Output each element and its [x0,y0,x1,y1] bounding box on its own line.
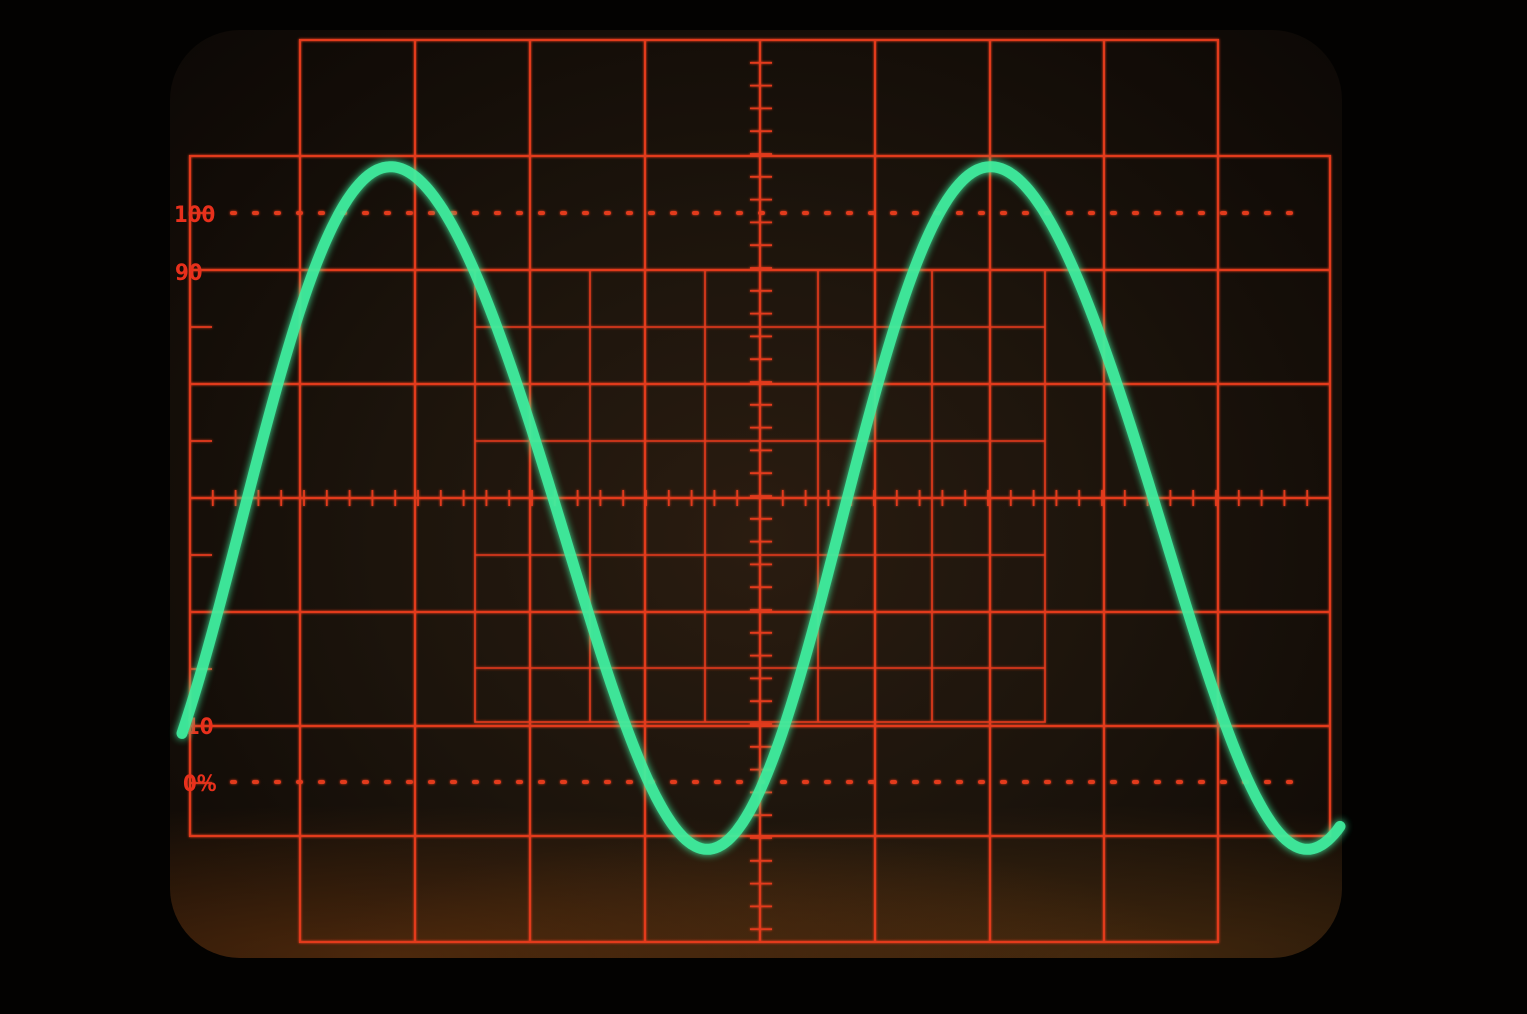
label-0-percent: 0% [183,772,217,797]
graticule-labels: 100 90 10 0% [174,203,217,797]
dotted-reference-lines [230,211,1312,784]
label-100-percent: 100 [174,203,215,228]
waveform-trace [176,161,1346,855]
label-90-percent: 90 [175,261,203,286]
inner-fine-grid [474,269,1046,723]
